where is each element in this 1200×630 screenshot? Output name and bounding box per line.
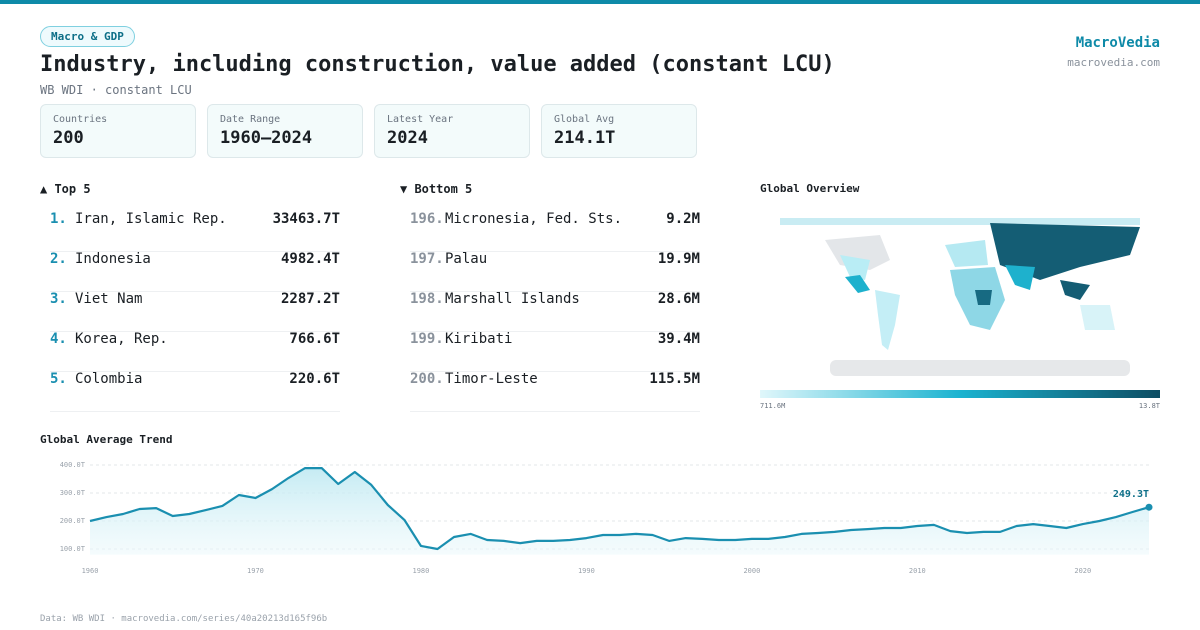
land — [830, 360, 1130, 376]
country: Indonesia — [75, 251, 151, 267]
value: 39.4M — [657, 331, 700, 347]
country: Palau — [445, 251, 488, 267]
rank-row: 3. Viet Nam 2287.2T — [50, 291, 340, 332]
value: 115.5M — [649, 371, 700, 387]
rank: 5. — [50, 371, 67, 387]
rank-row: 198. Marshall Islands 28.6M — [410, 291, 700, 332]
land — [845, 275, 870, 293]
color-scale — [760, 390, 1160, 398]
x-tick-label: 2000 — [743, 567, 760, 575]
stat-label: Latest Year — [387, 114, 454, 125]
top-bar — [0, 0, 1200, 4]
rank-row: 196. Micronesia, Fed. Sts. 9.2M — [410, 211, 700, 252]
title: Industry, including construction, value … — [40, 52, 835, 77]
x-tick-label: 2010 — [909, 567, 926, 575]
trend-chart: 100.0T 200.0T 300.0T 400.0T 1960 1970 1980 1990… — [60, 461, 1153, 575]
land — [975, 290, 992, 305]
rank: 196. — [410, 211, 444, 227]
stat-label: Global Avg — [554, 114, 615, 125]
land — [875, 290, 900, 350]
country: Iran, Islamic Rep. — [75, 211, 227, 227]
rank: 199. — [410, 331, 444, 347]
stat-card: Latest Year 2024 — [374, 104, 530, 158]
end-point — [1145, 503, 1153, 511]
stat-card: Countries 200 — [40, 104, 196, 158]
rank: 4. — [50, 331, 67, 347]
land — [1005, 265, 1035, 290]
x-tick-label: 2020 — [1074, 567, 1091, 575]
stat-label: Countries — [53, 114, 108, 125]
land — [1080, 305, 1115, 330]
rank-row: 4. Korea, Rep. 766.6T — [50, 331, 340, 372]
rank: 2. — [50, 251, 67, 267]
site: macrovedia.com — [1067, 56, 1160, 69]
map-title: Global Overview — [760, 182, 860, 195]
y-tick-label: 400.0T — [60, 461, 86, 469]
country: Marshall Islands — [445, 291, 580, 307]
land — [990, 223, 1140, 280]
rank-row: 2. Indonesia 4982.4T — [50, 251, 340, 292]
rank-row: 5. Colombia 220.6T — [50, 371, 340, 412]
rank: 200. — [410, 371, 444, 387]
country: Timor-Leste — [445, 371, 538, 387]
brand: MacroVedia — [1075, 35, 1160, 51]
stat-label: Date Range — [220, 114, 281, 125]
land — [825, 235, 890, 270]
value: 28.6M — [657, 291, 700, 307]
rank: 3. — [50, 291, 67, 307]
value: 9.2M — [666, 211, 700, 227]
rank-row: 200. Timor-Leste 115.5M — [410, 371, 700, 412]
stat-card: Global Avg 214.1T — [541, 104, 697, 158]
stat-value: 200 — [53, 128, 84, 148]
x-tick-label: 1960 — [82, 567, 99, 575]
country: Micronesia, Fed. Sts. — [445, 211, 623, 227]
value: 766.6T — [289, 331, 340, 347]
rank-row: 197. Palau 19.9M — [410, 251, 700, 292]
rank: 1. — [50, 211, 67, 227]
country: Korea, Rep. — [75, 331, 168, 347]
stat-value: 2024 — [387, 128, 428, 148]
footer: Data: WB WDI · macrovedia.com/series/40a… — [40, 614, 328, 624]
country: Kiribati — [445, 331, 513, 347]
tag: Macro & GDP — [40, 26, 135, 47]
value: 19.9M — [657, 251, 700, 267]
subtitle: WB WDI · constant LCU — [40, 83, 192, 97]
top-title: ▲ Top 5 — [40, 182, 91, 196]
country: Viet Nam — [75, 291, 143, 307]
rank: 198. — [410, 291, 444, 307]
value: 33463.7T — [272, 211, 340, 227]
stat-value: 1960–2024 — [220, 128, 313, 148]
chart-title: Global Average Trend — [40, 433, 173, 446]
country: Colombia — [75, 371, 143, 387]
y-tick-label: 200.0T — [60, 517, 86, 525]
value: 4982.4T — [280, 251, 340, 267]
world-map: 711.6M 13.8T — [760, 218, 1160, 410]
stat-card: Date Range 1960–2024 — [207, 104, 363, 158]
land — [780, 218, 1140, 225]
x-tick-label: 1990 — [578, 567, 595, 575]
rank: 197. — [410, 251, 444, 267]
stat-value: 214.1T — [554, 128, 616, 148]
bottom-title: ▼ Bottom 5 — [400, 182, 473, 196]
land — [840, 255, 870, 280]
value-label: 249.3T — [1113, 489, 1149, 500]
value: 2287.2T — [280, 291, 340, 307]
scale-max: 13.8T — [1139, 402, 1160, 410]
land — [1060, 280, 1090, 300]
scale-min: 711.6M — [760, 402, 785, 410]
x-tick-label: 1980 — [413, 567, 430, 575]
y-tick-label: 300.0T — [60, 489, 86, 497]
x-tick-label: 1970 — [247, 567, 264, 575]
land — [945, 240, 988, 267]
area-fill — [90, 468, 1149, 555]
rank-row: 1. Iran, Islamic Rep. 33463.7T — [50, 211, 340, 252]
y-tick-label: 100.0T — [60, 545, 86, 553]
trend-line — [89, 467, 1150, 551]
rank-row: 199. Kiribati 39.4M — [410, 331, 700, 372]
value: 220.6T — [289, 371, 340, 387]
